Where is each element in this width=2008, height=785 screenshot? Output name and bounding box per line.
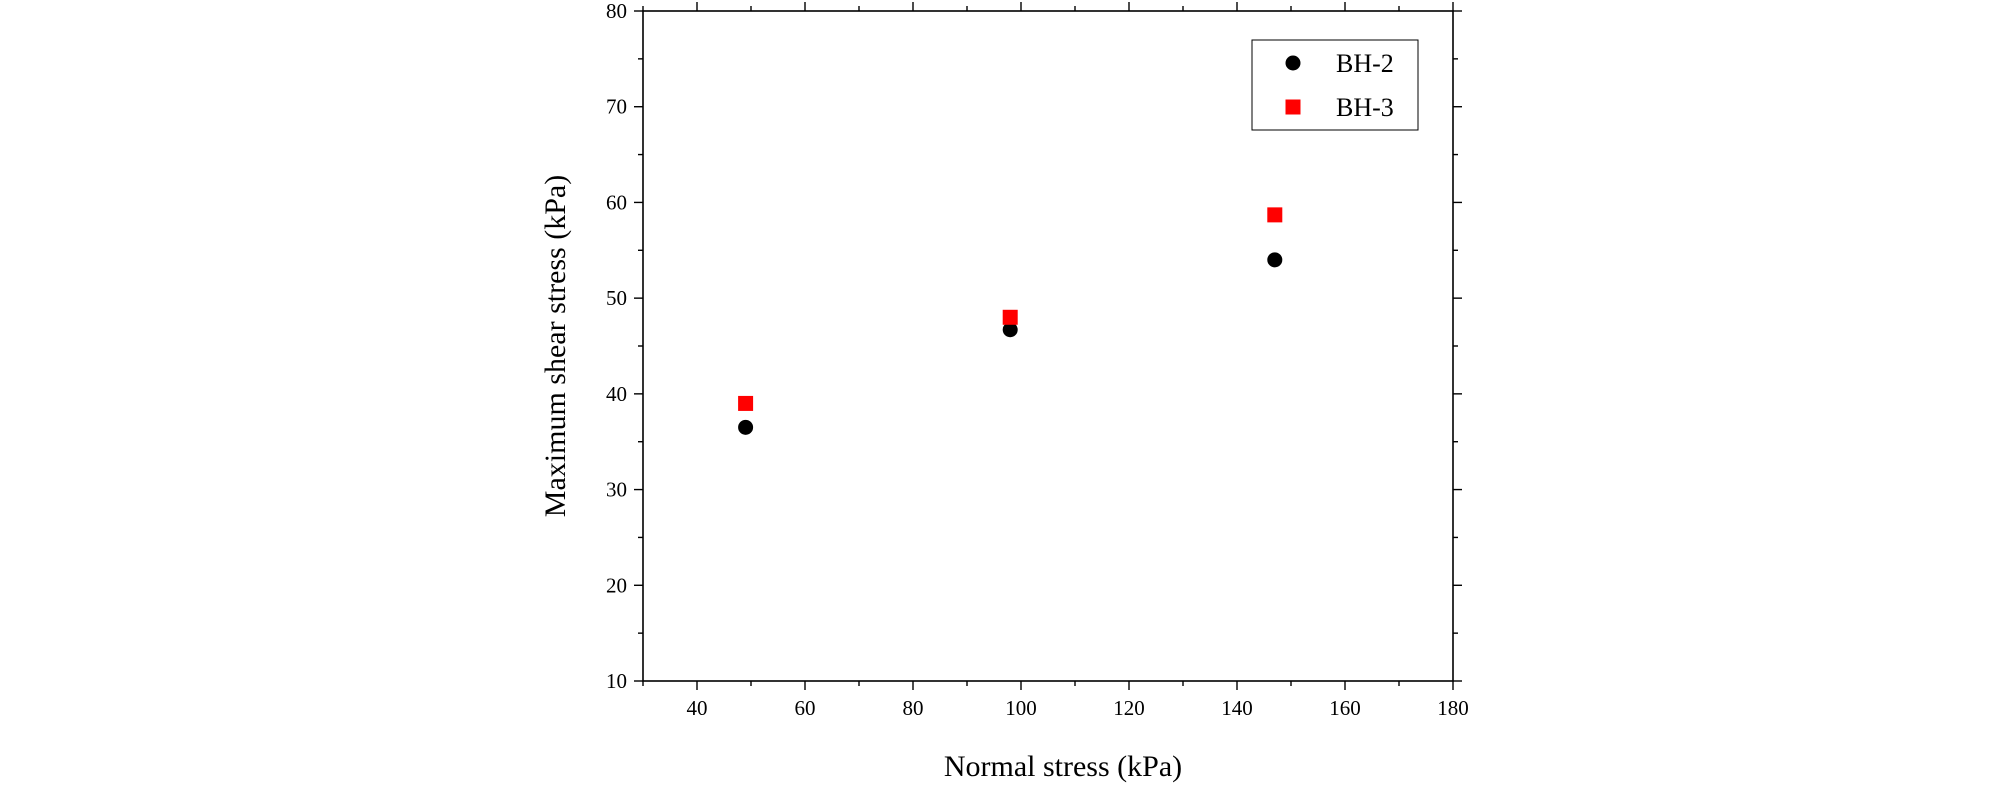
data-point-bh-2 <box>1267 252 1283 268</box>
x-tick-label: 60 <box>795 696 816 720</box>
plot-frame <box>642 10 1454 682</box>
data-points <box>738 207 1283 435</box>
data-point-bh-3 <box>738 395 754 411</box>
data-point-bh-3 <box>1002 309 1018 325</box>
legend-marker-bh-2 <box>1285 55 1301 71</box>
x-tick-label: 80 <box>903 696 924 720</box>
data-point-bh-2 <box>1002 322 1018 338</box>
y-axis-title: Maximum shear stress (kPa) <box>539 175 572 517</box>
legend-label-bh-2: BH-2 <box>1336 49 1394 78</box>
y-tick-label: 70 <box>606 95 627 119</box>
y-tick-label: 30 <box>606 478 627 502</box>
x-tick-label: 120 <box>1113 696 1145 720</box>
legend-marker-bh-3 <box>1285 99 1301 115</box>
y-tick-label: 40 <box>606 382 627 406</box>
data-point-bh-2 <box>738 419 754 435</box>
legend-box <box>1251 39 1419 131</box>
x-tick-label: 160 <box>1329 696 1361 720</box>
y-tick-label: 10 <box>606 669 627 693</box>
x-tick-label: 40 <box>687 696 708 720</box>
x-tick-label: 140 <box>1221 696 1253 720</box>
y-tick-label: 80 <box>606 0 627 23</box>
axis-ticks: 40 60 80 100 120 140 160 180 10 20 30 40 50 60 70 80 <box>606 0 1469 720</box>
x-axis-title: Normal stress (kPa) <box>944 750 1182 783</box>
x-tick-label: 100 <box>1005 696 1037 720</box>
legend-label-bh-3: BH-3 <box>1336 93 1394 122</box>
y-tick-label: 60 <box>606 190 627 214</box>
legend: BH-2 BH-3 <box>1251 39 1419 131</box>
x-tick-label: 180 <box>1437 696 1469 720</box>
y-tick-label: 20 <box>606 573 627 597</box>
data-point-bh-3 <box>1267 207 1283 223</box>
y-tick-label: 50 <box>606 286 627 310</box>
